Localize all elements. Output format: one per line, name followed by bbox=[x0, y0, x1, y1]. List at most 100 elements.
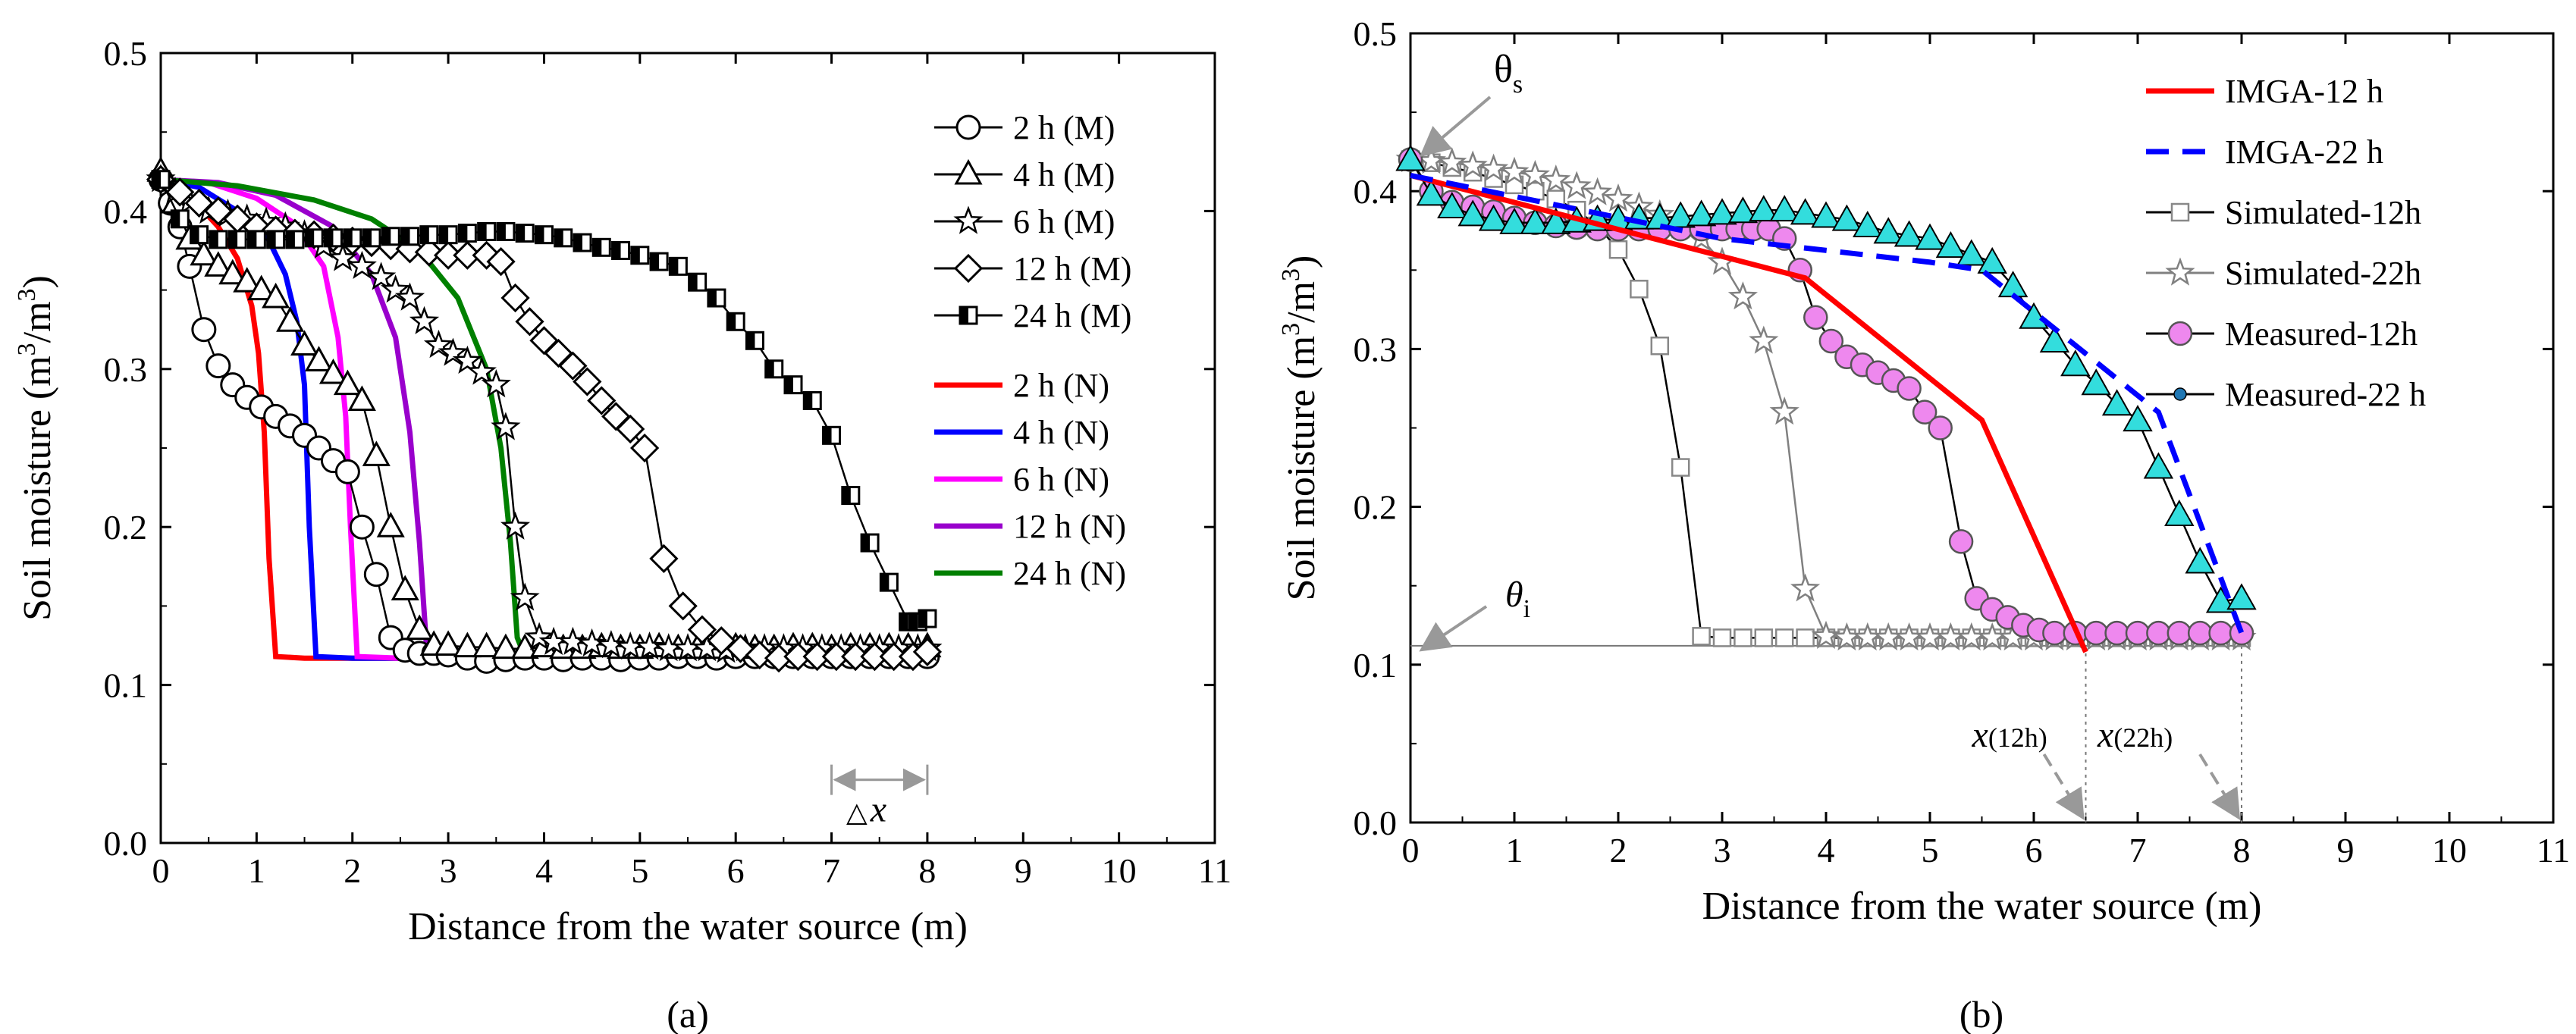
y-tick-label: 0.4 bbox=[1354, 172, 1398, 211]
data-point bbox=[285, 230, 305, 249]
data-point bbox=[190, 240, 218, 266]
y-tick-label: 0.1 bbox=[1354, 646, 1398, 685]
x-12h-annotation: x(12h) bbox=[1972, 715, 2085, 820]
data-point bbox=[477, 221, 497, 241]
marker-fill bbox=[670, 258, 679, 275]
x-tick-label: 9 bbox=[2337, 831, 2355, 870]
series-line bbox=[1410, 172, 2245, 634]
data-point bbox=[1457, 199, 1488, 227]
marker-fill bbox=[325, 229, 334, 246]
marker-fill bbox=[152, 171, 161, 188]
data-point bbox=[587, 386, 617, 415]
data-point bbox=[1774, 628, 1794, 647]
data-point bbox=[1707, 198, 1737, 225]
y-tick-label: 0.1 bbox=[104, 666, 148, 705]
data-point bbox=[745, 331, 764, 350]
legend-item: Simulated-22h bbox=[2146, 255, 2421, 292]
front-arrow bbox=[2198, 753, 2241, 820]
data-point bbox=[438, 225, 458, 245]
data-point bbox=[1608, 240, 1628, 259]
legend: IMGA-12 h IMGA-22 h Simulated-12h Simulated… bbox=[2146, 73, 2426, 413]
x-tick-label: 0 bbox=[152, 851, 170, 890]
x-tick-label: 4 bbox=[535, 851, 553, 890]
data-point bbox=[1818, 328, 1844, 354]
panel-label: (a) bbox=[667, 993, 709, 1034]
x-tick-label: 11 bbox=[2537, 831, 2570, 870]
data-point bbox=[395, 282, 425, 311]
delta-symbol: △ bbox=[846, 797, 868, 828]
y-tick-label: 0.2 bbox=[104, 508, 148, 547]
data-point bbox=[860, 641, 890, 672]
data-point bbox=[841, 486, 861, 506]
legend-marker bbox=[954, 158, 983, 185]
data-point bbox=[616, 414, 645, 444]
data-point bbox=[2205, 586, 2236, 613]
data-point bbox=[1928, 415, 1953, 440]
data-point bbox=[491, 633, 520, 660]
marker-fill bbox=[727, 313, 736, 331]
legend-label: Simulated-12h bbox=[2225, 194, 2421, 231]
legend-label: 24 h (N) bbox=[1013, 555, 1126, 592]
panel-label: (b) bbox=[1959, 993, 2003, 1034]
data-point bbox=[414, 237, 444, 267]
data-point bbox=[821, 641, 851, 672]
data-point bbox=[1499, 207, 1530, 234]
data-point bbox=[400, 227, 420, 246]
data-point bbox=[707, 288, 726, 308]
front-symbol: x bbox=[1972, 715, 1988, 755]
data-point bbox=[165, 177, 195, 207]
marker-fill bbox=[171, 210, 180, 227]
data-point bbox=[688, 272, 708, 292]
marker-fill bbox=[535, 226, 544, 243]
x-tick-label: 3 bbox=[1714, 831, 1731, 870]
data-point bbox=[1520, 159, 1550, 188]
data-point bbox=[1853, 210, 1883, 238]
data-point bbox=[2101, 389, 2132, 416]
marker-fill bbox=[363, 229, 372, 246]
front-time: (22h) bbox=[2113, 722, 2173, 753]
legend-label: 12 h (N) bbox=[1013, 508, 1126, 545]
data-point bbox=[1583, 177, 1613, 205]
data-point bbox=[1977, 246, 2007, 274]
data-point bbox=[860, 533, 880, 553]
marker-fill bbox=[918, 610, 927, 628]
marker-fill bbox=[306, 229, 315, 246]
legend-label: 6 h (N) bbox=[1013, 461, 1109, 498]
legend-item: IMGA-22 h bbox=[2146, 133, 2383, 171]
x-tick-label: 4 bbox=[1818, 831, 1835, 870]
data-point bbox=[2167, 620, 2192, 646]
data-point bbox=[1479, 153, 1509, 182]
data-point bbox=[591, 237, 611, 257]
y-axis-label-main: Soil moisture (m bbox=[16, 356, 59, 621]
marker-fill bbox=[804, 392, 813, 409]
data-point bbox=[1692, 627, 1711, 646]
data-point bbox=[1897, 376, 1922, 401]
y-axis-label-sup: 3 bbox=[13, 343, 41, 356]
theta-s-annotation: θs bbox=[1419, 48, 1523, 158]
data-point bbox=[822, 425, 842, 445]
legend-label: IMGA-22 h bbox=[2225, 133, 2383, 171]
marker-fill bbox=[382, 227, 391, 245]
theta-i-sub: i bbox=[1523, 595, 1530, 623]
x-tick-label: 5 bbox=[1922, 831, 1939, 870]
x-tick-label: 1 bbox=[1506, 831, 1523, 870]
y-axis-label: Soil moisture (m3/m3) bbox=[1277, 255, 1323, 601]
data-point bbox=[1754, 628, 1774, 647]
legend-item: Measured-12h bbox=[2146, 315, 2418, 352]
x-tick-label: 11 bbox=[1198, 851, 1232, 890]
marker-fill bbox=[190, 226, 199, 243]
data-point bbox=[802, 641, 832, 672]
legend-label: 24 h (M) bbox=[1013, 297, 1131, 334]
x-axis-label: Distance from the water source (m) bbox=[408, 905, 968, 948]
legend-marker bbox=[959, 306, 978, 325]
data-point bbox=[433, 240, 463, 270]
marker-fill bbox=[823, 427, 832, 444]
data-point bbox=[668, 256, 688, 276]
data-point bbox=[879, 572, 899, 592]
y-axis-label-main: Soil moisture (m bbox=[1280, 336, 1323, 601]
x-tick-label: 8 bbox=[918, 851, 936, 890]
data-point bbox=[347, 250, 377, 279]
chart-panel-a: 0 1 2 3 4 5 6 7 8 9 10 11 0.0 0.1 0.2 0.3 0.4 0.5 Distance… bbox=[13, 34, 1232, 1034]
y-axis-label-sup: 3 bbox=[13, 288, 41, 301]
